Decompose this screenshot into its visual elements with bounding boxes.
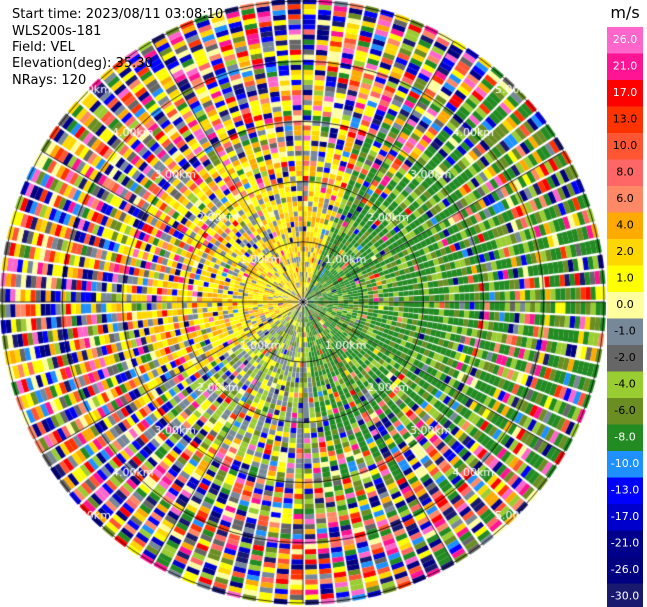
colorbar-swatch: [607, 583, 643, 607]
colorbar-swatch: [607, 53, 643, 81]
colorbar-swatch: [607, 159, 643, 187]
colorbar-swatch: [607, 345, 643, 372]
colorbar-swatch: [607, 398, 643, 425]
colorbar-swatch: [607, 557, 643, 584]
nrays-label: NRays: 120: [12, 73, 87, 88]
colorbar-tick-label: 17.0: [613, 86, 638, 99]
instrument-label: WLS200s-181: [12, 24, 102, 39]
colorbar-swatch: [607, 265, 643, 293]
colorbar-swatch: [607, 477, 643, 505]
colorbar-tick-label: -17.0: [611, 510, 639, 523]
colorbar-swatch: [607, 133, 643, 160]
colorbar-tick-label: -10.0: [611, 457, 639, 470]
colorbar-tick-label: -1.0: [614, 325, 635, 338]
colorbar-tick-label: -8.0: [614, 431, 635, 444]
colorbar-swatch: [607, 451, 643, 478]
colorbar-tick-label: -21.0: [611, 537, 639, 550]
colorbar-tick-label: -2.0: [614, 351, 635, 364]
colorbar-tick-label: -4.0: [614, 378, 635, 391]
colorbar-tick-label: 10.0: [613, 139, 638, 152]
colorbar: m/s 26.0 21.0 17.0 13.0 10.0 8.0 6.0 4.0 2.0 1.0 0.…: [607, 3, 643, 607]
colorbar-tick-label: 13.0: [613, 113, 638, 126]
colorbar-swatch: [607, 292, 643, 319]
colorbar-swatch: [607, 106, 643, 134]
colorbar-tick-label: -26.0: [611, 563, 639, 576]
colorbar-tick-label: -30.0: [611, 590, 639, 603]
colorbar-tick-label: 1.0: [616, 272, 634, 285]
colorbar-tick-label: 8.0: [616, 166, 634, 179]
colorbar-tick-label: 21.0: [613, 60, 638, 73]
colorbar-swatch: [607, 504, 643, 531]
colorbar-tick-label: 2.0: [616, 245, 634, 258]
colorbar-tick-label: 0.0: [616, 298, 634, 311]
elevation-label: Elevation(deg): 35.30: [12, 56, 153, 71]
colorbar-unit: m/s: [610, 3, 639, 22]
colorbar-tick-label: 26.0: [613, 33, 638, 46]
colorbar-swatch: [607, 239, 643, 266]
colorbar-swatch: [607, 186, 643, 213]
colorbar-tick-label: -13.0: [611, 484, 639, 497]
colorbar-swatch: [607, 27, 643, 54]
ppi-velocity-plot: [0, 0, 606, 607]
field-label: Field: VEL: [12, 40, 75, 55]
colorbar-swatch: [607, 530, 643, 558]
colorbar-swatch: [607, 212, 643, 240]
colorbar-swatch: [607, 371, 643, 399]
start-time-label: Start time: 2023/08/11 03:08:10: [12, 7, 224, 22]
colorbar-swatch: [607, 80, 643, 107]
colorbar-tick-label: -6.0: [614, 404, 635, 417]
colorbar-tick-label: 4.0: [616, 219, 634, 232]
colorbar-swatch: [607, 318, 643, 346]
colorbar-tick-label: 6.0: [616, 192, 634, 205]
colorbar-swatch: [607, 424, 643, 452]
